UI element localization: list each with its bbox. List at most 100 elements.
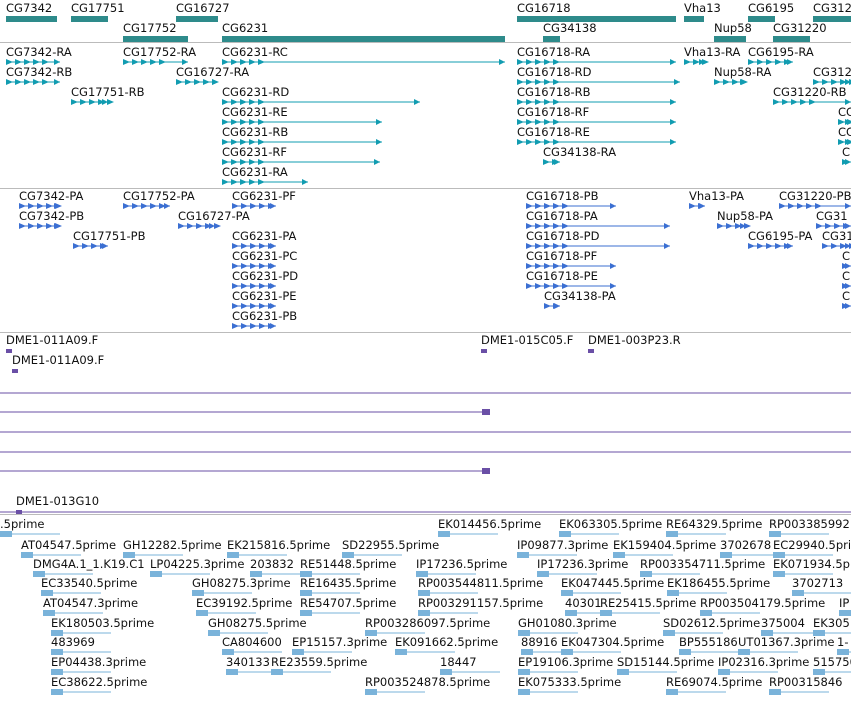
- est-block[interactable]: [440, 669, 452, 675]
- protein-end-arrow[interactable]: [54, 203, 60, 209]
- est-block[interactable]: [222, 649, 234, 655]
- gene-feature[interactable]: [813, 16, 851, 22]
- transcript-exon[interactable]: [24, 59, 31, 65]
- transcript-exon[interactable]: [15, 59, 22, 65]
- protein-label[interactable]: CG7342-PB: [19, 209, 85, 223]
- gene-feature[interactable]: [71, 16, 108, 22]
- est-label[interactable]: 3702678: [720, 538, 772, 552]
- est-block[interactable]: [365, 630, 377, 636]
- transcript-exon[interactable]: [222, 179, 229, 185]
- clone-label[interactable]: DME1-003P23.R: [588, 333, 681, 347]
- est-block[interactable]: [521, 649, 533, 655]
- gene-label[interactable]: CG17751: [71, 1, 125, 15]
- protein-exon[interactable]: [535, 223, 542, 229]
- est-label[interactable]: RE16435.5prime: [300, 576, 397, 590]
- protein-exon[interactable]: [46, 203, 53, 209]
- transcript-exon[interactable]: [249, 139, 256, 145]
- transcript-end-arrow[interactable]: [674, 79, 680, 85]
- transcript-exon[interactable]: [98, 99, 105, 105]
- protein-exon[interactable]: [562, 203, 569, 209]
- transcript-label[interactable]: CG17752-RA: [123, 45, 197, 59]
- est-block[interactable]: [271, 669, 283, 675]
- protein-exon[interactable]: [535, 263, 542, 269]
- est-label[interactable]: RP003286097.5prime: [365, 616, 491, 630]
- est-block[interactable]: [227, 552, 239, 558]
- transcript-exon[interactable]: [553, 139, 560, 145]
- protein-label[interactable]: Vha13-PA: [689, 189, 745, 203]
- protein-exon[interactable]: [544, 263, 551, 269]
- transcript-end-arrow[interactable]: [670, 59, 676, 65]
- protein-exon[interactable]: [28, 203, 35, 209]
- clone-span-end[interactable]: [482, 409, 490, 415]
- transcript-end-arrow[interactable]: [212, 79, 218, 85]
- transcript-exon[interactable]: [222, 139, 229, 145]
- protein-exon[interactable]: [232, 303, 239, 309]
- est-block[interactable]: [418, 610, 430, 616]
- est-label[interactable]: EK047445.5prime: [561, 576, 665, 590]
- transcript-exon[interactable]: [526, 79, 533, 85]
- transcript-end-arrow[interactable]: [102, 99, 108, 105]
- protein-label[interactable]: Nup58-PA: [717, 209, 774, 223]
- transcript-label[interactable]: CG6231-RA: [222, 165, 288, 179]
- gene-label[interactable]: CG312: [813, 1, 851, 15]
- clone-label[interactable]: DME1-011A09.F: [6, 333, 99, 347]
- est-label[interactable]: EP19106.3prime: [518, 655, 614, 669]
- transcript-label[interactable]: CG16718-RF: [517, 105, 590, 119]
- protein-exon[interactable]: [250, 203, 257, 209]
- est-label[interactable]: UT01367.3prime: [738, 635, 835, 649]
- est-block[interactable]: [300, 610, 312, 616]
- transcript-exon[interactable]: [176, 79, 183, 85]
- transcript-exon[interactable]: [553, 99, 560, 105]
- est-label[interactable]: RE69074.5prime: [666, 675, 763, 689]
- protein-exon[interactable]: [37, 203, 44, 209]
- gene-label[interactable]: Nup58: [714, 21, 752, 35]
- est-block[interactable]: [813, 630, 825, 636]
- transcript-exon[interactable]: [123, 59, 130, 65]
- est-label[interactable]: EK305: [813, 616, 850, 630]
- transcript-exon[interactable]: [222, 159, 229, 165]
- transcript-exon[interactable]: [702, 59, 709, 65]
- transcript-end-arrow[interactable]: [302, 179, 308, 185]
- transcript-end-arrow[interactable]: [845, 99, 851, 105]
- est-block[interactable]: [416, 571, 428, 577]
- gene-label[interactable]: Vha13: [684, 1, 721, 15]
- protein-exon[interactable]: [123, 203, 130, 209]
- est-label[interactable]: DMG4A.1_1.K19.C1: [33, 557, 145, 571]
- gene-label[interactable]: CG31220: [773, 21, 827, 35]
- protein-exon[interactable]: [526, 283, 533, 289]
- transcript-end-arrow[interactable]: [499, 59, 505, 65]
- est-block[interactable]: [300, 571, 312, 577]
- protein-exon[interactable]: [250, 263, 257, 269]
- protein-exon[interactable]: [535, 283, 542, 289]
- est-label[interactable]: EC38622.5prime: [51, 675, 148, 689]
- transcript-exon[interactable]: [141, 59, 148, 65]
- gene-feature[interactable]: [123, 36, 188, 42]
- est-label[interactable]: EP04438.3prime: [51, 655, 147, 669]
- protein-exon[interactable]: [748, 243, 755, 249]
- transcript-exon[interactable]: [544, 139, 551, 145]
- transcript-exon[interactable]: [822, 79, 829, 85]
- transcript-end-arrow[interactable]: [845, 119, 851, 125]
- transcript-exon[interactable]: [6, 59, 13, 65]
- est-label[interactable]: IP: [839, 596, 850, 610]
- transcript-exon[interactable]: [838, 139, 845, 145]
- gene-feature[interactable]: [714, 36, 746, 42]
- transcript-exon[interactable]: [553, 59, 560, 65]
- est-block[interactable]: [839, 610, 851, 616]
- est-block[interactable]: [51, 669, 63, 675]
- clone-marker[interactable]: [6, 349, 12, 353]
- protein-label[interactable]: CG6231-PA: [232, 229, 297, 243]
- protein-exon[interactable]: [150, 203, 157, 209]
- gene-feature[interactable]: [222, 36, 505, 42]
- transcript-label[interactable]: CG7342-RA: [6, 45, 72, 59]
- gene-feature[interactable]: [543, 36, 560, 42]
- protein-exon[interactable]: [562, 263, 569, 269]
- transcript-exon[interactable]: [258, 139, 265, 145]
- protein-label[interactable]: CG16727-PA: [178, 209, 250, 223]
- transcript-exon[interactable]: [517, 139, 524, 145]
- protein-exon[interactable]: [241, 323, 248, 329]
- protein-end-arrow[interactable]: [845, 303, 851, 309]
- protein-exon[interactable]: [834, 223, 841, 229]
- transcript-exon[interactable]: [249, 59, 256, 65]
- protein-exon[interactable]: [241, 303, 248, 309]
